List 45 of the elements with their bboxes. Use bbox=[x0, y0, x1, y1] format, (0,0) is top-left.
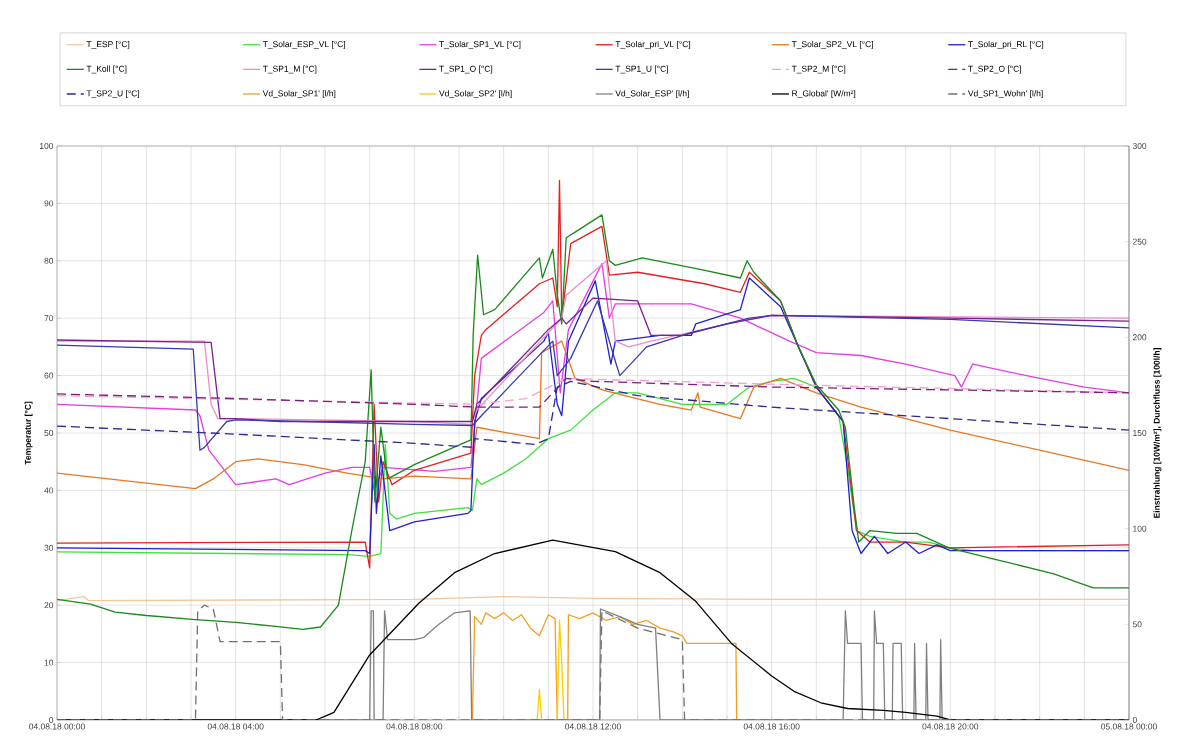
legend-label: T_Solar_ESP_VL [°C] bbox=[262, 40, 346, 49]
legend-label: T_Solar_SP1_VL [°C] bbox=[439, 40, 521, 49]
legend-label: T_Koll [°C] bbox=[86, 65, 127, 74]
y-tick-label: 100 bbox=[40, 142, 54, 149]
y-tick-label: 70 bbox=[44, 315, 54, 322]
x-tick-label: 04.08.18 16:00 bbox=[743, 723, 800, 730]
y-tick-label: 0 bbox=[49, 716, 54, 723]
x-tick-label: 04.08.18 20:00 bbox=[922, 723, 979, 730]
y2-tick-label: 0 bbox=[1132, 716, 1137, 723]
legend-label: T_SP1_M [°C] bbox=[262, 65, 317, 74]
y-axis-title: Temperatur [°C] bbox=[24, 401, 33, 465]
x-tick-label: 05.08.18 00:00 bbox=[1101, 723, 1157, 730]
x-tick-label: 04.08.18 12:00 bbox=[565, 723, 621, 730]
legend-label: T_SP1_O [°C] bbox=[439, 65, 493, 74]
y2-tick-label: 250 bbox=[1132, 238, 1147, 245]
legend-label: Vd_Solar_ESP' [l/h] bbox=[615, 90, 689, 99]
legend-label: R_Global' [W/m²] bbox=[792, 90, 856, 99]
legend-label: T_SP2_U [°C] bbox=[86, 90, 140, 99]
y-tick-label: 40 bbox=[44, 487, 54, 494]
y-tick-label: 80 bbox=[44, 257, 54, 264]
y2-tick-label: 50 bbox=[1132, 621, 1142, 628]
y2-axis-title: Einstrahlung [10W/m²], Durchfluss [100l/h] bbox=[1153, 348, 1162, 518]
legend-label: T_Solar_pri_VL [°C] bbox=[615, 40, 691, 49]
legend-label: Vd_Solar_SP1' [l/h] bbox=[262, 90, 336, 99]
y-tick-label: 10 bbox=[44, 659, 54, 666]
legend-label: T_ESP [°C] bbox=[86, 40, 130, 49]
legend-label: Vd_SP1_Wohn' [l/h] bbox=[967, 90, 1043, 99]
legend-label: Vd_Solar_SP2' [l/h] bbox=[439, 90, 512, 99]
y-tick-label: 60 bbox=[44, 372, 54, 379]
y-tick-label: 20 bbox=[44, 602, 54, 609]
legend-label: T_SP2_M [°C] bbox=[791, 65, 846, 74]
y-tick-label: 50 bbox=[44, 429, 54, 436]
x-tick-label: 04.08.18 04:00 bbox=[207, 723, 264, 730]
legend-label: T_Solar_SP2_VL [°C] bbox=[791, 40, 873, 49]
legend-label: T_Solar_pri_RL [°C] bbox=[968, 40, 1044, 49]
y-tick-label: 30 bbox=[44, 544, 54, 551]
y-tick-label: 90 bbox=[44, 200, 54, 207]
y2-tick-label: 300 bbox=[1132, 142, 1147, 149]
legend-label: T_SP2_O [°C] bbox=[968, 65, 1022, 74]
y2-tick-label: 100 bbox=[1133, 525, 1147, 532]
y2-tick-label: 150 bbox=[1133, 429, 1147, 436]
x-tick-label: 04.08.18 00:00 bbox=[29, 723, 85, 730]
y2-tick-label: 200 bbox=[1132, 334, 1147, 341]
legend-label: T_SP1_U [°C] bbox=[615, 65, 668, 74]
x-tick-label: 04.08.18 08:00 bbox=[386, 723, 443, 730]
